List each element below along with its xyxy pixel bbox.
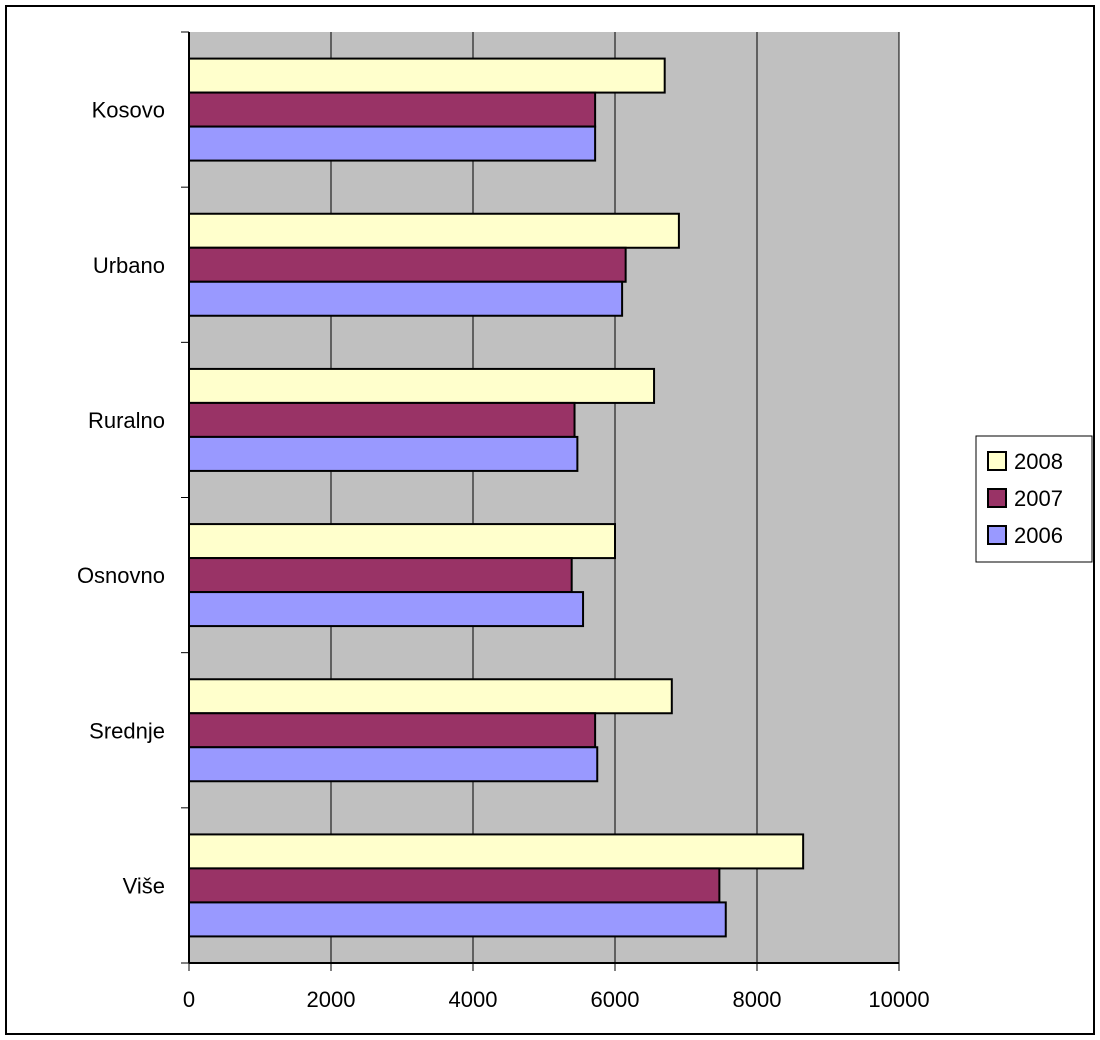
bar-2008-5	[189, 834, 803, 868]
bar-2006-4	[189, 747, 597, 781]
x-tick-label: 2000	[307, 987, 356, 1012]
bar-2007-1	[189, 248, 626, 282]
legend-label: 2006	[1014, 523, 1063, 548]
category-label: Ruralno	[88, 408, 165, 433]
x-tick-label: 8000	[733, 987, 782, 1012]
bar-2007-5	[189, 868, 719, 902]
bar-2006-5	[189, 902, 726, 936]
bar-2007-2	[189, 403, 575, 437]
category-label: Srednje	[89, 718, 165, 743]
x-tick-label: 4000	[449, 987, 498, 1012]
legend-label: 2007	[1014, 486, 1063, 511]
bar-2008-0	[189, 59, 665, 93]
bar-2007-3	[189, 558, 572, 592]
x-tick-label: 10000	[868, 987, 929, 1012]
bar-2008-1	[189, 214, 679, 248]
legend-label: 2008	[1014, 449, 1063, 474]
plot-area	[189, 32, 899, 963]
bar-2006-0	[189, 127, 595, 161]
category-label: Osnovno	[77, 563, 165, 588]
bar-2007-0	[189, 93, 595, 127]
bar-2006-1	[189, 282, 622, 316]
bar-2008-4	[189, 679, 672, 713]
category-label: Kosovo	[92, 98, 165, 123]
x-tick-label: 0	[183, 987, 195, 1012]
bar-2006-3	[189, 592, 583, 626]
bar-2006-2	[189, 437, 577, 471]
bar-2008-3	[189, 524, 615, 558]
bar-2007-4	[189, 713, 595, 747]
x-tick-label: 6000	[591, 987, 640, 1012]
category-label: Urbano	[93, 253, 165, 278]
category-label: Više	[123, 873, 165, 898]
legend-swatch-2008	[988, 452, 1006, 470]
legend-swatch-2006	[988, 526, 1006, 544]
bar-2008-2	[189, 369, 654, 403]
legend-swatch-2007	[988, 489, 1006, 507]
